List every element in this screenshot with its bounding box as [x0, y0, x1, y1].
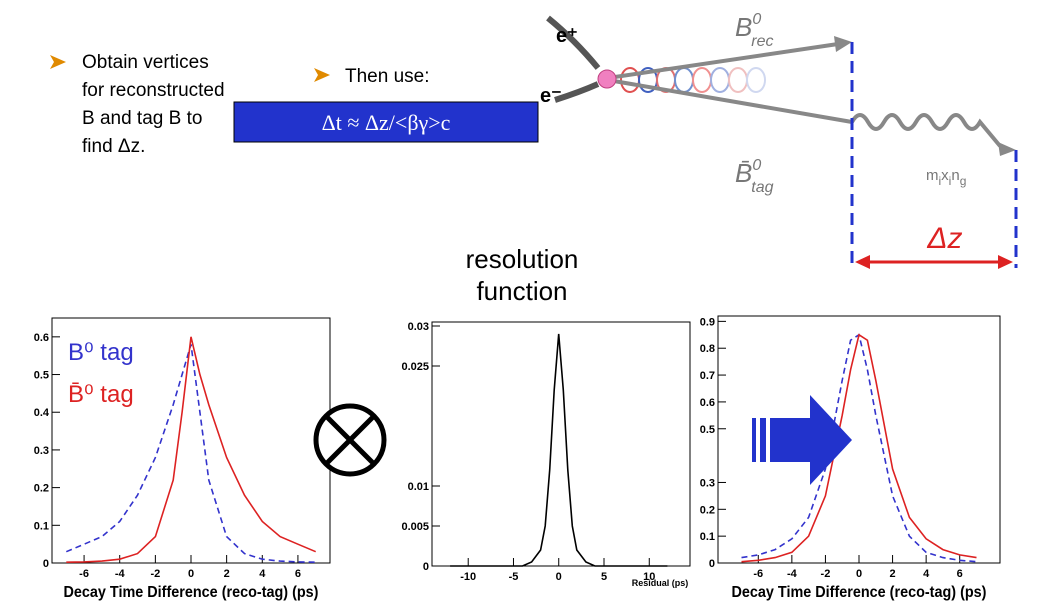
series-line [741, 333, 977, 563]
b-tag-track [607, 78, 853, 124]
bullet-text: Then use: [345, 66, 430, 87]
label-sub: i [949, 174, 952, 188]
x-tick-label: 0 [556, 571, 562, 583]
convolution-symbol [313, 403, 387, 477]
x-tick-label: -2 [821, 568, 831, 580]
formula-box [233, 101, 539, 143]
y-tick-label: 0.2 [700, 504, 715, 516]
y-tick-label: 0.2 [34, 483, 49, 495]
arrowhead [834, 36, 852, 52]
bullet-arrow [314, 68, 330, 82]
y-tick-label: 0.5 [34, 370, 49, 382]
bullet-text: B and tag B to [82, 108, 202, 129]
label-base: x [941, 167, 949, 184]
bullet-text: for reconstructed [82, 80, 225, 101]
y-tick-label: 0.03 [408, 321, 429, 333]
dz-label: Δz [926, 222, 962, 255]
label-sup: 0 [752, 11, 761, 28]
decay-diagram: e⁺ e⁻ B0 rec B̄0 tag mixing Δz [540, 11, 1018, 269]
label-base: B̄ [735, 158, 752, 188]
x-tick-label: 0 [188, 568, 194, 580]
mixing-wave [850, 113, 1002, 148]
vertex [597, 69, 617, 89]
y-tick-label: 0.4 [34, 407, 50, 419]
y-tick-label: 0.1 [34, 520, 49, 532]
formula: Δt ≈ Δz/<βγ>c [322, 110, 451, 135]
y-tick-label: 0.005 [401, 521, 429, 533]
x-tick-label: 2 [890, 568, 896, 580]
label-base: n [951, 167, 959, 184]
series-line [450, 333, 668, 567]
y-tick-label: 0.3 [700, 477, 715, 489]
label-base: B [735, 12, 752, 42]
y-tick-label: 0.7 [700, 370, 715, 382]
y-tick-label: 0.3 [34, 445, 49, 457]
x-axis-title: Decay Time Difference (reco-tag) (ps) [732, 583, 987, 601]
y-tick-label: 0.6 [34, 332, 49, 344]
x-tick-label: 4 [923, 568, 930, 580]
resolution-label: function [476, 276, 567, 306]
b-tag-label: B̄0 tag [735, 157, 774, 196]
resolution-label: resolution [466, 244, 579, 274]
y-tick-label: 0.8 [700, 343, 715, 355]
x-tick-label: 10 [643, 571, 655, 583]
label-sup: 0 [752, 157, 761, 174]
legend-entry: B̄⁰ tag [68, 381, 134, 408]
y-tick-label: 0.6 [700, 397, 715, 409]
bullet-arrow [50, 55, 66, 69]
label-sub: rec [751, 33, 773, 50]
b-rec-label: B0 rec [735, 11, 773, 50]
x-tick-label: 6 [295, 568, 301, 580]
x-tick-label: -2 [150, 568, 160, 580]
x-tick-label: -4 [787, 568, 798, 580]
e-minus: e⁻ [540, 85, 562, 107]
b-rec-track [607, 42, 839, 80]
series-line [65, 344, 316, 563]
y-tick-label: 0.9 [700, 316, 715, 328]
y-tick-label: 0 [709, 558, 715, 570]
y-tick-label: 0.01 [408, 481, 429, 493]
x-tick-label: 0 [856, 568, 862, 580]
x-axis-title: Residual (ps) [632, 578, 689, 588]
y-tick-label: 0 [423, 561, 429, 573]
beam [546, 15, 601, 70]
x-tick-label: -4 [115, 568, 126, 580]
y-tick-label: 0.025 [401, 361, 429, 373]
x-tick-label: -6 [79, 568, 89, 580]
arrowhead [998, 142, 1016, 156]
y-tick-label: 0.1 [700, 531, 715, 543]
charts: 0 0.1 0.2 0.3 0.4 0.5 0.6 -6 -4 -2 0 2 4 6 Decay Time … [34, 315, 1001, 601]
x-tick-label: 6 [957, 568, 963, 580]
label-sub: i [939, 174, 942, 188]
label-base: m [926, 167, 939, 184]
y-tick-label: 0 [43, 558, 49, 570]
x-tick-label: -10 [460, 571, 476, 583]
x-tick-label: 5 [601, 571, 607, 583]
beam [554, 81, 600, 103]
x-tick-label: 4 [259, 568, 266, 580]
x-axis-title: Decay Time Difference (reco-tag) (ps) [64, 583, 319, 601]
y-tick-label: 0.5 [700, 424, 715, 436]
series-line [66, 336, 317, 563]
e-plus: e⁺ [556, 25, 578, 47]
bullet-text: find Δz. [82, 136, 145, 157]
x-tick-label: -6 [753, 568, 763, 580]
x-tick-label: 2 [224, 568, 230, 580]
label-sub: g [960, 174, 967, 188]
mixing-label: mixing [926, 167, 966, 188]
bullet-text: Obtain vertices [82, 52, 209, 73]
label-sub: tag [751, 179, 773, 196]
legend-entry: B⁰ tag [68, 339, 134, 366]
x-tick-label: -5 [509, 571, 519, 583]
result-arrow [752, 395, 852, 485]
